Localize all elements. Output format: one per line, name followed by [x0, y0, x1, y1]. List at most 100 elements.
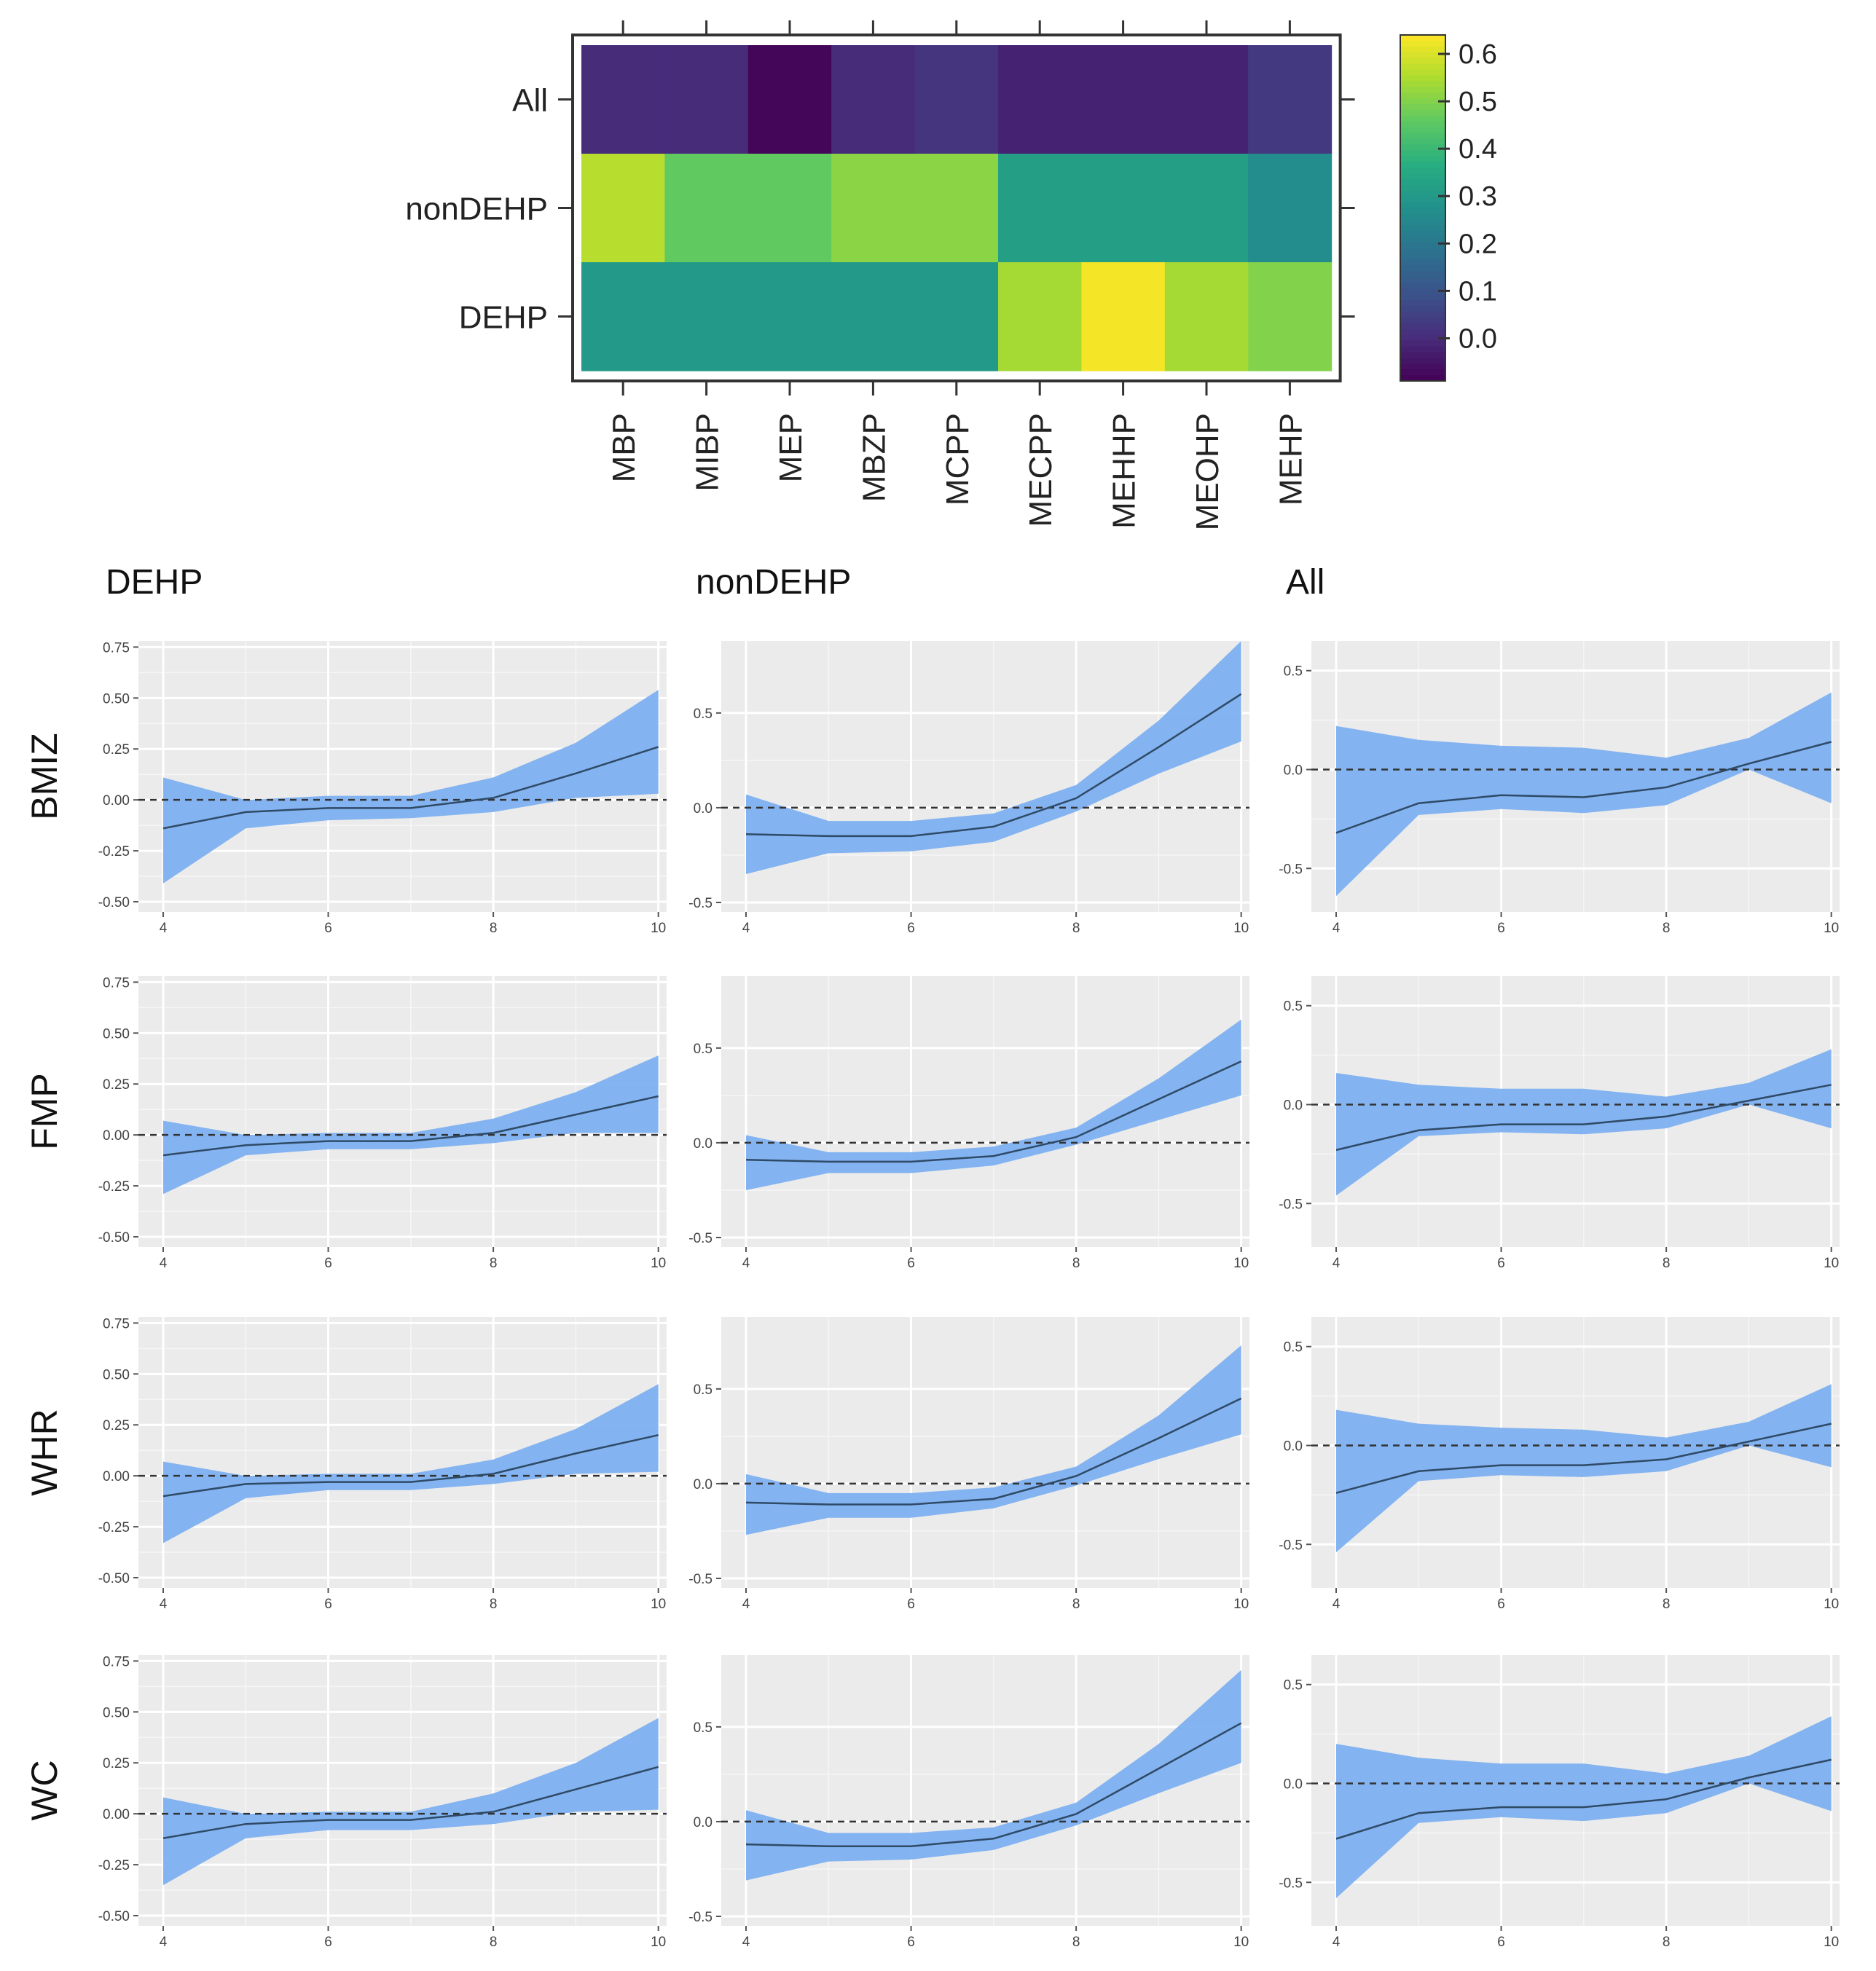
colorbar-segment — [1400, 369, 1445, 376]
heatmap-cell — [914, 154, 999, 263]
row-title: BMIZ — [24, 733, 65, 819]
heatmap-col-label: MECPP — [1023, 413, 1059, 527]
column-title: All — [1286, 563, 1324, 602]
estimate-line — [745, 1060, 1242, 1163]
estimate-line — [1335, 741, 1832, 834]
line-panel: 0.5 0.0 -0.5 4 6 8 10 — [688, 1317, 1249, 1612]
colorbar-segment — [1400, 231, 1445, 237]
x-tick-label: 8 — [1663, 1256, 1671, 1271]
colorbar-segment — [1400, 243, 1445, 249]
x-tick-label: 8 — [1072, 1256, 1080, 1271]
heatmap: All nonDEHP DEHP MBP MIBP MEP MBZP MCPP MECPP MEH… — [405, 20, 1355, 530]
heatmap-col-label: MEOHP — [1190, 413, 1225, 530]
line-panel: 0.75 0.50 0.25 0.00 -0.25 -0.50 4 6 8 10 — [98, 975, 667, 1271]
colorbar-segment — [1400, 69, 1445, 76]
x-tick-label: 6 — [1497, 921, 1505, 936]
column-title: nonDEHP — [696, 563, 851, 602]
y-tick-label: 0.5 — [1284, 1678, 1303, 1693]
x-tick-label: 6 — [324, 921, 332, 936]
confidence-band — [1336, 1049, 1832, 1196]
estimate-line — [1335, 1423, 1832, 1494]
colorbar-segment — [1400, 190, 1445, 197]
y-tick-label: 0.00 — [103, 793, 130, 809]
y-tick-label: -0.50 — [98, 1571, 130, 1586]
confidence-band — [163, 1384, 659, 1543]
colorbar-segment — [1400, 259, 1445, 267]
y-tick-label: 0.5 — [1284, 999, 1303, 1015]
heatmap-col-label: MEP — [773, 413, 809, 482]
x-tick-label: 4 — [1333, 921, 1341, 936]
x-tick-label: 10 — [1824, 921, 1839, 936]
confidence-band — [163, 690, 659, 884]
colorbar-segment — [1400, 144, 1445, 152]
y-tick-label: 0.0 — [1284, 763, 1303, 778]
heatmap-cell — [831, 45, 916, 154]
heatmap-row-label: nonDEHP — [405, 192, 548, 227]
y-tick-label: 0.50 — [103, 1367, 130, 1382]
row-title: FMP — [24, 1073, 65, 1150]
y-tick-label: -0.50 — [98, 1909, 130, 1924]
x-tick-label: 8 — [1663, 1597, 1671, 1612]
line-panel: 0.5 0.0 -0.5 4 6 8 10 — [1279, 1317, 1840, 1612]
x-tick-label: 6 — [324, 1597, 332, 1612]
heatmap-cell — [914, 45, 999, 154]
row-title: WHR — [24, 1409, 65, 1495]
colorbar-tick-label: 0.3 — [1459, 181, 1497, 212]
heatmap-cell — [1081, 262, 1166, 371]
heatmap-row-label: All — [512, 83, 548, 119]
y-tick-label: 0.75 — [103, 1654, 130, 1669]
heatmap-cell — [1081, 154, 1166, 263]
x-tick-label: 10 — [1233, 1597, 1249, 1612]
y-tick-label: 0.50 — [103, 1026, 130, 1042]
y-tick-label: -0.5 — [688, 896, 713, 911]
x-tick-label: 10 — [1233, 1935, 1249, 1950]
colorbar-segment — [1400, 225, 1445, 232]
heatmap-cell — [664, 45, 749, 154]
heatmap-cell — [1248, 154, 1333, 263]
x-tick-label: 6 — [324, 1256, 332, 1271]
heatmap-cell — [1248, 45, 1333, 154]
colorbar-segment — [1400, 81, 1445, 88]
x-tick-label: 4 — [160, 1256, 168, 1271]
x-tick-label: 8 — [490, 1597, 498, 1612]
colorbar-segment — [1400, 346, 1445, 353]
heatmap-cell — [664, 154, 749, 263]
y-tick-label: -0.5 — [1279, 1538, 1303, 1553]
x-tick-label: 4 — [160, 921, 168, 936]
x-tick-label: 8 — [490, 1935, 498, 1950]
heatmap-col-label: MBZP — [856, 413, 892, 502]
colorbar-segment — [1400, 52, 1445, 59]
colorbar-segment — [1400, 306, 1445, 312]
colorbar-segment — [1400, 138, 1445, 146]
x-tick-label: 8 — [1663, 1935, 1671, 1950]
x-tick-label: 8 — [1072, 921, 1080, 936]
colorbar-segment — [1400, 178, 1445, 186]
estimate-line — [1335, 1084, 1832, 1152]
heatmap-cell — [1081, 45, 1166, 154]
colorbar-segment — [1400, 93, 1445, 99]
colorbar-segment — [1400, 208, 1445, 215]
y-tick-label: -0.25 — [98, 1858, 130, 1873]
colorbar-segment — [1400, 253, 1445, 261]
y-tick-label: -0.5 — [688, 1231, 713, 1246]
colorbar-segment — [1400, 63, 1445, 71]
y-tick-label: 0.0 — [694, 1815, 713, 1830]
y-tick-label: 0.5 — [1284, 664, 1303, 680]
colorbar-segment — [1400, 168, 1445, 174]
colorbar-segment — [1400, 334, 1445, 342]
y-tick-label: 0.0 — [1284, 1439, 1303, 1454]
colorbar-tick-label: 0.6 — [1459, 39, 1497, 70]
colorbar-segment — [1400, 109, 1445, 117]
estimate-line — [162, 1095, 659, 1157]
heatmap-cell — [831, 262, 916, 371]
row-title: WC — [24, 1760, 65, 1820]
y-tick-label: 0.75 — [103, 975, 130, 991]
heatmap-col-label: MEHP — [1273, 413, 1308, 505]
colorbar-segment — [1400, 46, 1445, 53]
x-tick-label: 8 — [490, 1256, 498, 1271]
y-tick-label: 0.5 — [694, 1042, 713, 1057]
y-tick-label: 0.25 — [103, 1418, 130, 1433]
estimate-line — [162, 1766, 659, 1839]
colorbar-segment — [1400, 87, 1445, 93]
heatmap-cell — [581, 154, 665, 263]
